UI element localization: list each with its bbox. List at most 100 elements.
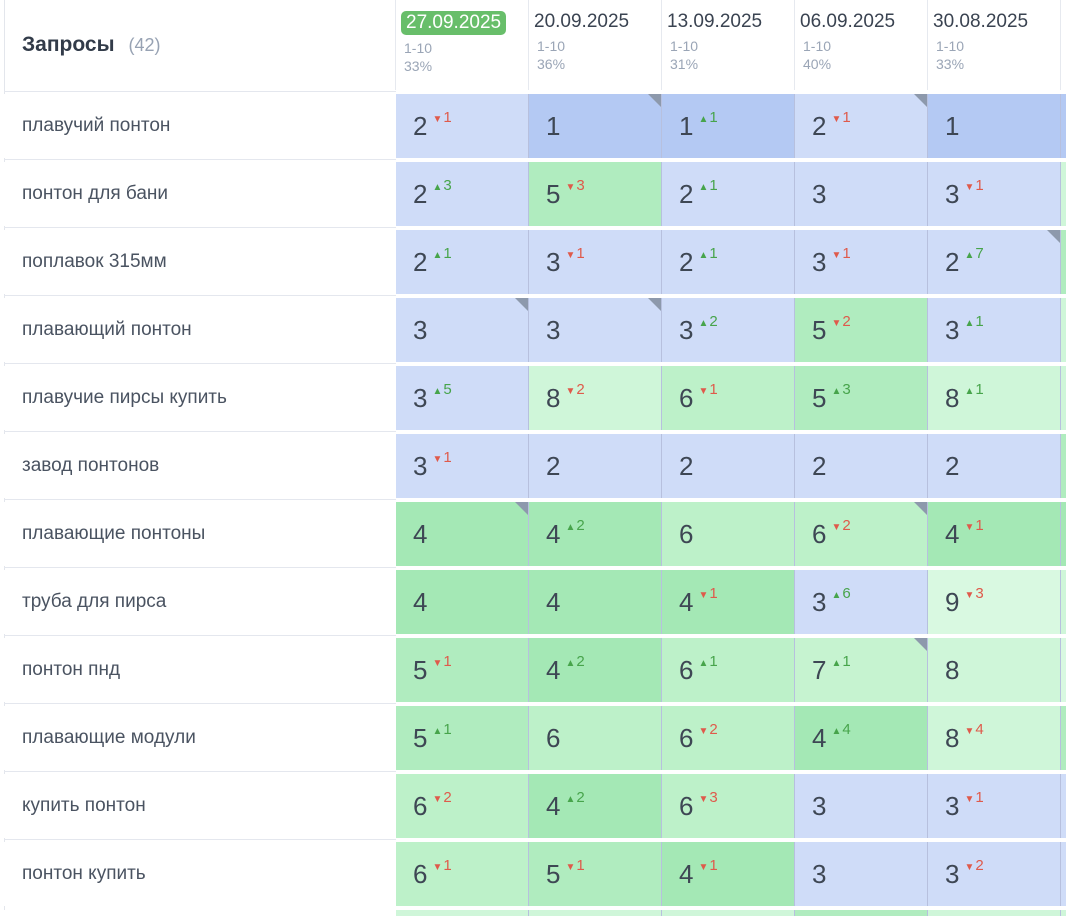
down-arrow-icon: ▼	[698, 861, 709, 873]
keyword-cell[interactable]: понтон пнд	[0, 638, 396, 702]
clipped-cell[interactable]	[1061, 706, 1066, 770]
position-cell[interactable]: 9 ▼3	[928, 570, 1061, 634]
position-cell[interactable]: 2	[795, 434, 928, 498]
position-cell[interactable]: 3	[795, 842, 928, 906]
change-value: 1	[975, 380, 984, 398]
position-cell[interactable]: 3 ▼1	[795, 230, 928, 294]
position-cell[interactable]: 3 ▼1	[928, 774, 1061, 838]
position-cell[interactable]: 3 ▲1	[928, 298, 1061, 362]
keyword-cell[interactable]: плавающий понтон	[0, 298, 396, 362]
position-cell[interactable]: 2 ▼1	[795, 94, 928, 158]
keyword-label: плавучие пирсы купить	[22, 387, 227, 408]
position-cell[interactable]: 2 ▼1	[396, 94, 529, 158]
position-cell[interactable]: 6 ▼1	[396, 842, 529, 906]
position-cell[interactable]: 6 ▼3	[662, 774, 795, 838]
clipped-cell[interactable]	[1061, 842, 1066, 906]
position-cell[interactable]: 4 ▼1	[662, 842, 795, 906]
position-cell[interactable]: 1	[529, 94, 662, 158]
position-cell[interactable]: 4 ▲4	[795, 706, 928, 770]
position-cell[interactable]: 2 ▲1	[396, 230, 529, 294]
date-column-header[interactable]: 27.09.2025 1-10 33%	[396, 0, 529, 90]
position-cell[interactable]: 3	[529, 298, 662, 362]
keyword-cell[interactable]: плавающие понтоны	[0, 502, 396, 566]
keyword-cell[interactable]: понтон для бани	[0, 162, 396, 226]
position-cell[interactable]: 4 ▼1	[662, 570, 795, 634]
position-cell[interactable]: 5 ▲1	[396, 706, 529, 770]
position-cell[interactable]: 5 ▼2	[795, 298, 928, 362]
position-cell[interactable]: 5 ▲3	[795, 366, 928, 430]
position-cell[interactable]: 4 ▲2	[529, 638, 662, 702]
change-indicator: ▲1	[698, 653, 717, 670]
position-cell[interactable]: 3 ▼1	[928, 162, 1061, 226]
keyword-cell[interactable]: понтон купить	[0, 842, 396, 906]
keyword-cell[interactable]: плавучие пирсы купить	[0, 366, 396, 430]
position-cell[interactable]: 7 ▲1	[795, 638, 928, 702]
position-cell[interactable]: 5 ▼3	[529, 162, 662, 226]
position-cell[interactable]: 3 ▲6	[795, 570, 928, 634]
position-cell[interactable]: 2	[529, 434, 662, 498]
position-cell[interactable]: 8	[928, 638, 1061, 702]
table-row: труба для пирса 4 4 4 ▼1 3 ▲6 9 ▼3	[0, 567, 1066, 634]
clipped-cell[interactable]	[1061, 434, 1066, 498]
position-cell[interactable]: 3	[795, 162, 928, 226]
position-cell[interactable]: 4	[396, 502, 529, 566]
position-cell[interactable]: 2	[662, 434, 795, 498]
position-cell[interactable]: 8 ▼2	[529, 366, 662, 430]
clipped-cell[interactable]	[1061, 94, 1066, 158]
date-column-header[interactable]: 06.09.2025 1-10 40%	[795, 0, 928, 90]
clipped-cell[interactable]	[1061, 570, 1066, 634]
clipped-cell[interactable]	[1061, 638, 1066, 702]
clipped-cell[interactable]	[1061, 502, 1066, 566]
position-cell[interactable]: 8 ▲1	[928, 366, 1061, 430]
keyword-cell[interactable]: плавучий понтон	[0, 94, 396, 158]
keyword-cell[interactable]: купить понтон	[0, 774, 396, 838]
position-cell[interactable]: 3 ▲5	[396, 366, 529, 430]
table-row: плавающий понтон 3 3 3 ▲2 5 ▼2 3 ▲1	[0, 295, 1066, 362]
position-cell[interactable]: 2	[928, 434, 1061, 498]
position-cell[interactable]: 6	[662, 502, 795, 566]
clipped-cell[interactable]	[1061, 230, 1066, 294]
position-cell[interactable]: 2 ▲3	[396, 162, 529, 226]
position-cell[interactable]: 4 ▲2	[529, 774, 662, 838]
position-cell[interactable]: 8 ▼4	[928, 706, 1061, 770]
date-column-header[interactable]: 20.09.2025 1-10 36%	[529, 0, 662, 90]
column-subinfo: 1-10 33%	[401, 39, 528, 76]
position-cell[interactable]: 3	[795, 774, 928, 838]
position-cell[interactable]: 6 ▲1	[662, 638, 795, 702]
keyword-cell[interactable]: труба для пирса	[0, 570, 396, 634]
position-cell[interactable]: 2 ▲7	[928, 230, 1061, 294]
keyword-cell[interactable]: завод понтонов	[0, 434, 396, 498]
down-arrow-icon: ▼	[964, 793, 975, 805]
position-cell[interactable]: 4	[529, 570, 662, 634]
position-cell[interactable]: 6 ▼1	[662, 366, 795, 430]
position-cell[interactable]: 3 ▼1	[529, 230, 662, 294]
position-cell[interactable]: 3 ▼1	[396, 434, 529, 498]
date-column-header[interactable]: 13.09.2025 1-10 31%	[662, 0, 795, 90]
position-cell[interactable]: 3	[396, 298, 529, 362]
keyword-cell[interactable]: поплавок 315мм	[0, 230, 396, 294]
position-range-label: 1-10	[936, 38, 965, 54]
position-cell[interactable]: 3 ▲2	[662, 298, 795, 362]
position-value: 4	[546, 518, 561, 549]
clipped-cell[interactable]	[1061, 298, 1066, 362]
clipped-cell[interactable]	[1061, 162, 1066, 226]
position-value: 8	[945, 382, 960, 413]
position-cell[interactable]: 6 ▼2	[396, 774, 529, 838]
position-cell[interactable]: 6 ▼2	[662, 706, 795, 770]
position-cell[interactable]: 4 ▲2	[529, 502, 662, 566]
position-cell[interactable]: 4 ▼1	[928, 502, 1061, 566]
position-cell[interactable]: 6	[529, 706, 662, 770]
position-cell[interactable]: 6 ▼2	[795, 502, 928, 566]
clipped-cell[interactable]	[1061, 366, 1066, 430]
position-cell[interactable]: 5 ▼1	[396, 638, 529, 702]
position-cell[interactable]: 5 ▼1	[529, 842, 662, 906]
keyword-cell[interactable]: плавающие модули	[0, 706, 396, 770]
position-cell[interactable]: 2 ▲1	[662, 230, 795, 294]
date-column-header[interactable]: 30.08.2025 1-10 33%	[928, 0, 1061, 90]
position-cell[interactable]: 3 ▼2	[928, 842, 1061, 906]
clipped-cell[interactable]	[1061, 774, 1066, 838]
position-cell[interactable]: 1	[928, 94, 1061, 158]
position-cell[interactable]: 1 ▲1	[662, 94, 795, 158]
position-cell[interactable]: 4	[396, 570, 529, 634]
position-cell[interactable]: 2 ▲1	[662, 162, 795, 226]
